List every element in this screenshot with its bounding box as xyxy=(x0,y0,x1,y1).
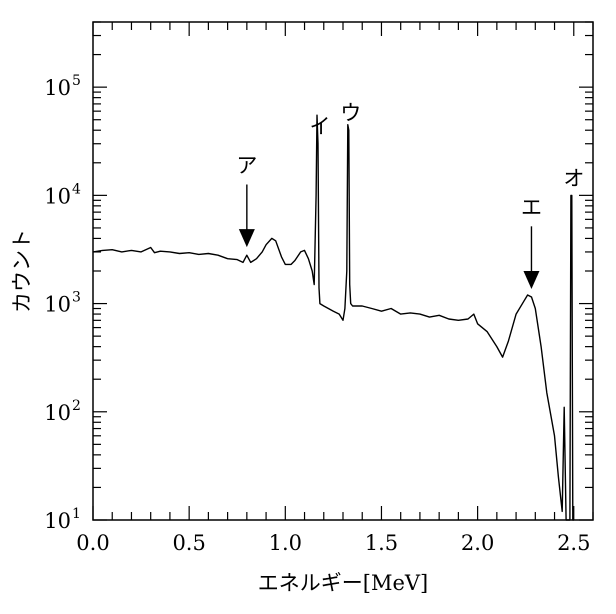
x-tick-label: 0.5 xyxy=(172,531,205,555)
y-tick-label: 10 4 xyxy=(44,181,81,208)
y-tick-label-exponent: 5 xyxy=(72,73,81,89)
data-line xyxy=(92,114,574,521)
x-tick-label: 2.0 xyxy=(461,531,494,555)
y-tick-label-exponent: 1 xyxy=(72,506,81,522)
y-tick-label-base: 10 xyxy=(44,76,71,100)
plot-frame xyxy=(92,21,594,521)
x-tick-labels: 0.0 0.5 1.0 1.5 2.0 2.5 xyxy=(76,531,590,555)
annotation-arrow-head xyxy=(523,271,540,290)
annotation-label: エ xyxy=(521,195,542,219)
y-tick-label-exponent: 3 xyxy=(72,290,81,306)
y-tick-label-base: 10 xyxy=(44,293,71,317)
y-tick-label-base: 10 xyxy=(44,401,71,425)
y-tick-label: 10 1 xyxy=(44,506,81,533)
y-axis-title: カウント xyxy=(10,229,34,313)
y-tick-label-base: 10 xyxy=(44,184,71,208)
y-tick-label: 10 3 xyxy=(44,290,81,317)
x-tick-label: 0.0 xyxy=(76,531,109,555)
annotation-arrow-head xyxy=(238,229,255,248)
x-tick-label: 1.5 xyxy=(365,531,398,555)
y-tick-label: 10 5 xyxy=(44,73,81,100)
x-tick-label: 1.0 xyxy=(269,531,302,555)
annotation-label: オ xyxy=(563,166,584,190)
ticks-layer xyxy=(92,21,594,521)
annotation-label: イ xyxy=(310,115,331,139)
x-axis-title: エネルギー[MeV] xyxy=(258,571,428,595)
annotation-label: ア xyxy=(236,154,257,178)
y-tick-label: 10 2 xyxy=(44,398,81,425)
x-tick-label: 2.5 xyxy=(557,531,590,555)
annotation-label: ウ xyxy=(340,101,361,125)
y-tick-label-base: 10 xyxy=(44,509,71,533)
y-tick-label-exponent: 4 xyxy=(72,181,81,197)
y-tick-label-exponent: 2 xyxy=(72,398,81,414)
